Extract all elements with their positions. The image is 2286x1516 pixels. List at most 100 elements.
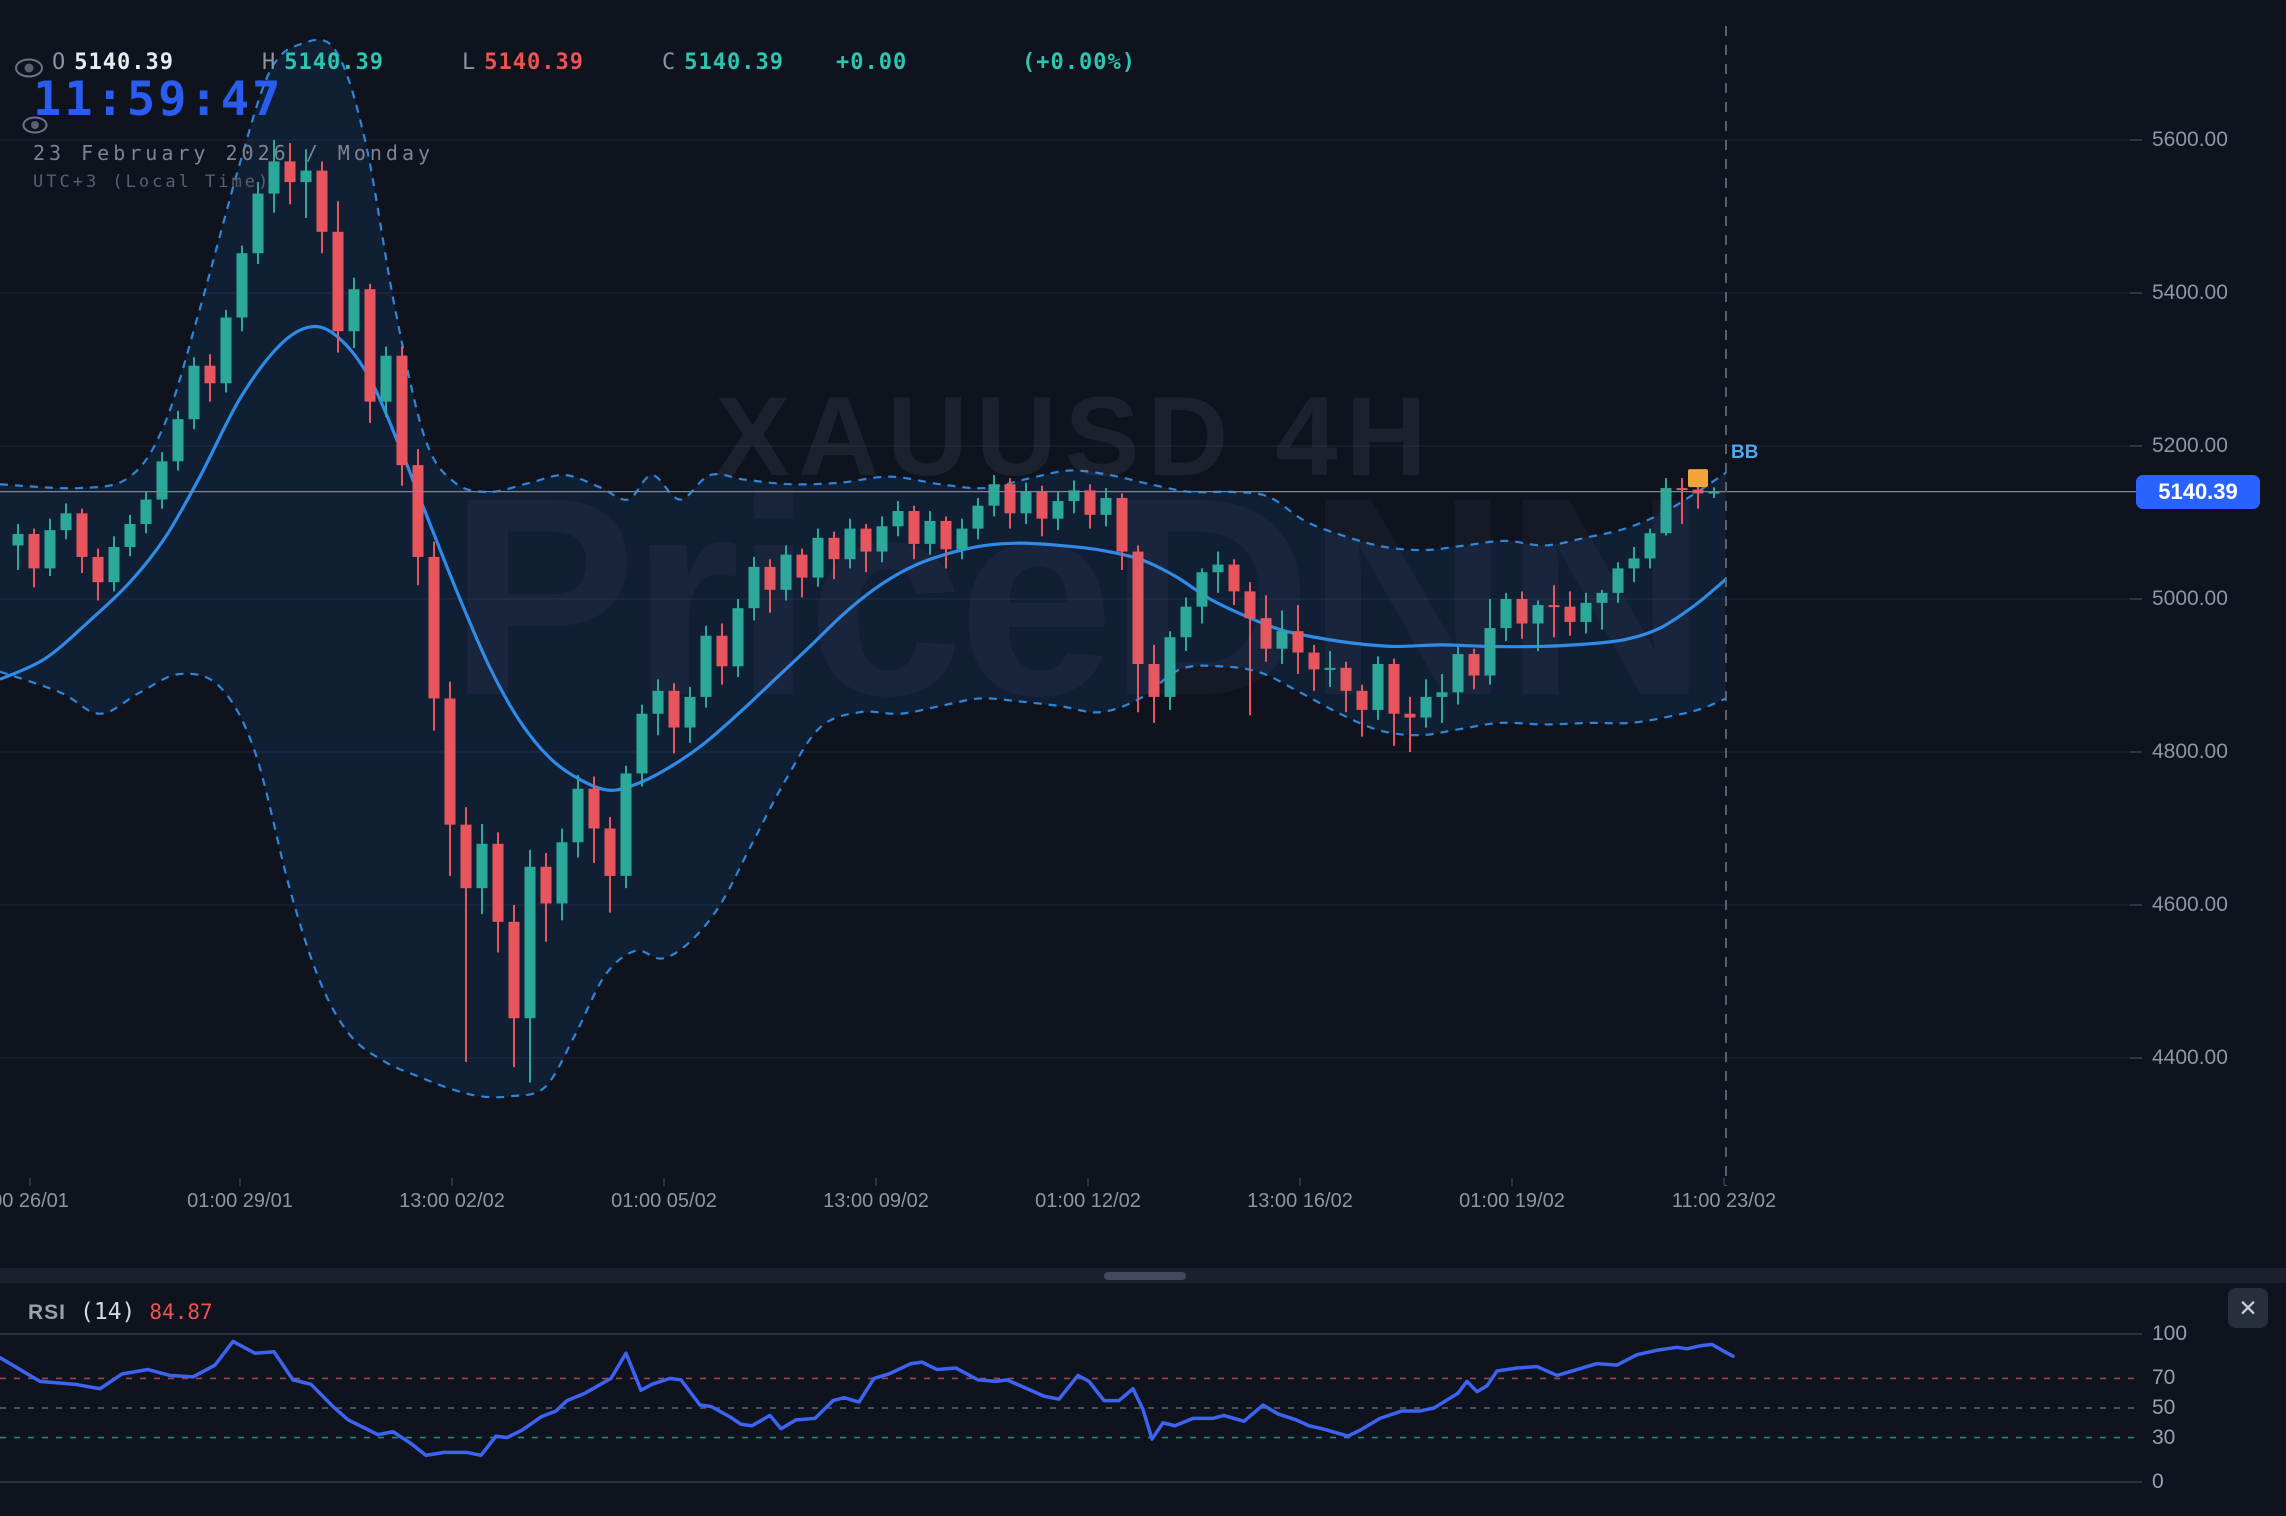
candle-body: [188, 365, 200, 420]
candle-body: [604, 828, 616, 876]
candle-body: [1196, 572, 1208, 607]
close-value: 5140.39: [684, 50, 784, 75]
indicator-visibility-eye-icon[interactable]: [20, 114, 50, 136]
candle-body: [1372, 664, 1384, 710]
time-tick-label: 13:00 02/02: [399, 1190, 505, 1212]
panel-resize-handle[interactable]: [1104, 1272, 1186, 1280]
price-chart-canvas[interactable]: [0, 0, 2286, 1268]
rsi-panel: RSI (14) 84.87 ✕ 100 70 50 30 0: [0, 1283, 2286, 1516]
bollinger-upper-band: [0, 38, 1727, 552]
candle-body: [860, 528, 872, 552]
high-value: 5140.39: [284, 50, 384, 75]
candle-body: [92, 556, 104, 583]
candle-body: [1532, 605, 1544, 624]
watermark-brand: PriceDNN: [448, 439, 1708, 754]
candle-body: [556, 842, 568, 904]
low-value: 5140.39: [484, 50, 584, 75]
candle-body: [60, 513, 72, 531]
candle-body: [764, 566, 776, 590]
candle-body: [476, 843, 488, 889]
rsi-close-button[interactable]: ✕: [2228, 1288, 2268, 1328]
watermark-symbol: XAUUSD 4H: [715, 374, 1435, 499]
candle-body: [380, 355, 392, 402]
open-value: 5140.39: [74, 50, 174, 75]
rsi-level-label: 0: [2152, 1470, 2164, 1493]
candle-body: [748, 566, 760, 609]
rsi-canvas[interactable]: [0, 1283, 2286, 1516]
rsi-level-label: 30: [2152, 1425, 2176, 1449]
rsi-title[interactable]: RSI: [28, 1301, 67, 1324]
candle-body: [284, 161, 296, 183]
current-price-tag: 5140.39: [2136, 475, 2260, 509]
candle-body: [300, 170, 312, 183]
candle-body: [972, 505, 984, 529]
candle-body: [1004, 484, 1016, 514]
candle-body: [428, 556, 440, 699]
candle-body: [508, 921, 520, 1019]
candle-body: [1068, 490, 1080, 502]
timezone-label: UTC+3 (Local Time): [33, 172, 272, 192]
order-marker: [1688, 469, 1708, 488]
candle-body: [1516, 599, 1528, 624]
candle-body: [1500, 599, 1512, 629]
candle-body: [908, 511, 920, 544]
candle-body: [796, 554, 808, 578]
rsi-current-value: 84.87: [149, 1300, 213, 1324]
candle-body: [572, 788, 584, 843]
candle-body: [732, 608, 744, 667]
candle-body: [540, 866, 552, 904]
candle-body: [444, 698, 456, 825]
candle-body: [156, 461, 168, 500]
candle-body: [348, 289, 360, 332]
candle-body: [140, 499, 152, 525]
candle-body: [1292, 631, 1304, 653]
candle-body: [892, 511, 904, 527]
candle-body: [700, 635, 712, 697]
time-tick-label: 01:00 05/02: [611, 1190, 717, 1212]
candle-body: [460, 824, 472, 889]
candle-body: [812, 537, 824, 578]
candle-body: [844, 528, 856, 560]
rsi-period: (14): [80, 1299, 136, 1325]
bollinger-middle-line: [0, 324, 1728, 792]
candle-body: [124, 524, 136, 547]
candle-body: [1356, 690, 1368, 710]
bollinger-fill: [0, 39, 1726, 1098]
candle-body: [668, 690, 680, 728]
candle-body: [988, 484, 1000, 506]
price-tick-label: 5600.00: [2152, 128, 2228, 151]
ohlc-legend: O 5140.39 H 5140.39 L 5140.39 C 5140.39 +0.0…: [0, 50, 1200, 76]
candle-body: [1212, 564, 1224, 573]
session-clock: 11:59:47: [33, 72, 284, 127]
candle-body: [1228, 564, 1240, 592]
candle-body: [1596, 592, 1608, 603]
high-label: H: [262, 50, 277, 75]
candle-body: [636, 713, 648, 774]
price-tick-label: 5000.00: [2152, 587, 2228, 610]
candle-body: [1388, 664, 1400, 714]
rsi-level-label: 50: [2152, 1396, 2176, 1419]
time-tick-label: 01:00 12/02: [1035, 1190, 1141, 1212]
low-label: L: [462, 50, 477, 75]
time-tick-label: 11:00 23/02: [1671, 1190, 1777, 1212]
candle-body: [316, 170, 328, 232]
candle-body: [1420, 696, 1432, 718]
time-tick-label: 01:00 29/01: [187, 1190, 293, 1212]
candle-body: [1036, 491, 1048, 519]
candle-body: [12, 533, 24, 546]
candle-body: [1020, 491, 1032, 514]
candle-body: [1180, 606, 1192, 638]
price-tick-label: 4400.00: [2152, 1046, 2228, 1069]
open-label: O: [52, 50, 67, 75]
candle-body: [1644, 533, 1656, 559]
candle-body: [1244, 591, 1256, 619]
price-tick-label: 4800.00: [2152, 740, 2228, 763]
series-visibility-eye-icon[interactable]: [12, 56, 46, 80]
bb-indicator-label: BB: [1731, 442, 1759, 463]
candle-body: [236, 253, 248, 318]
time-tick-label: 01:00 19/02: [1459, 1190, 1565, 1212]
time-tick-label: 13:00 09/02: [823, 1190, 929, 1212]
candle-body: [1628, 558, 1640, 569]
candle-body: [332, 231, 344, 332]
